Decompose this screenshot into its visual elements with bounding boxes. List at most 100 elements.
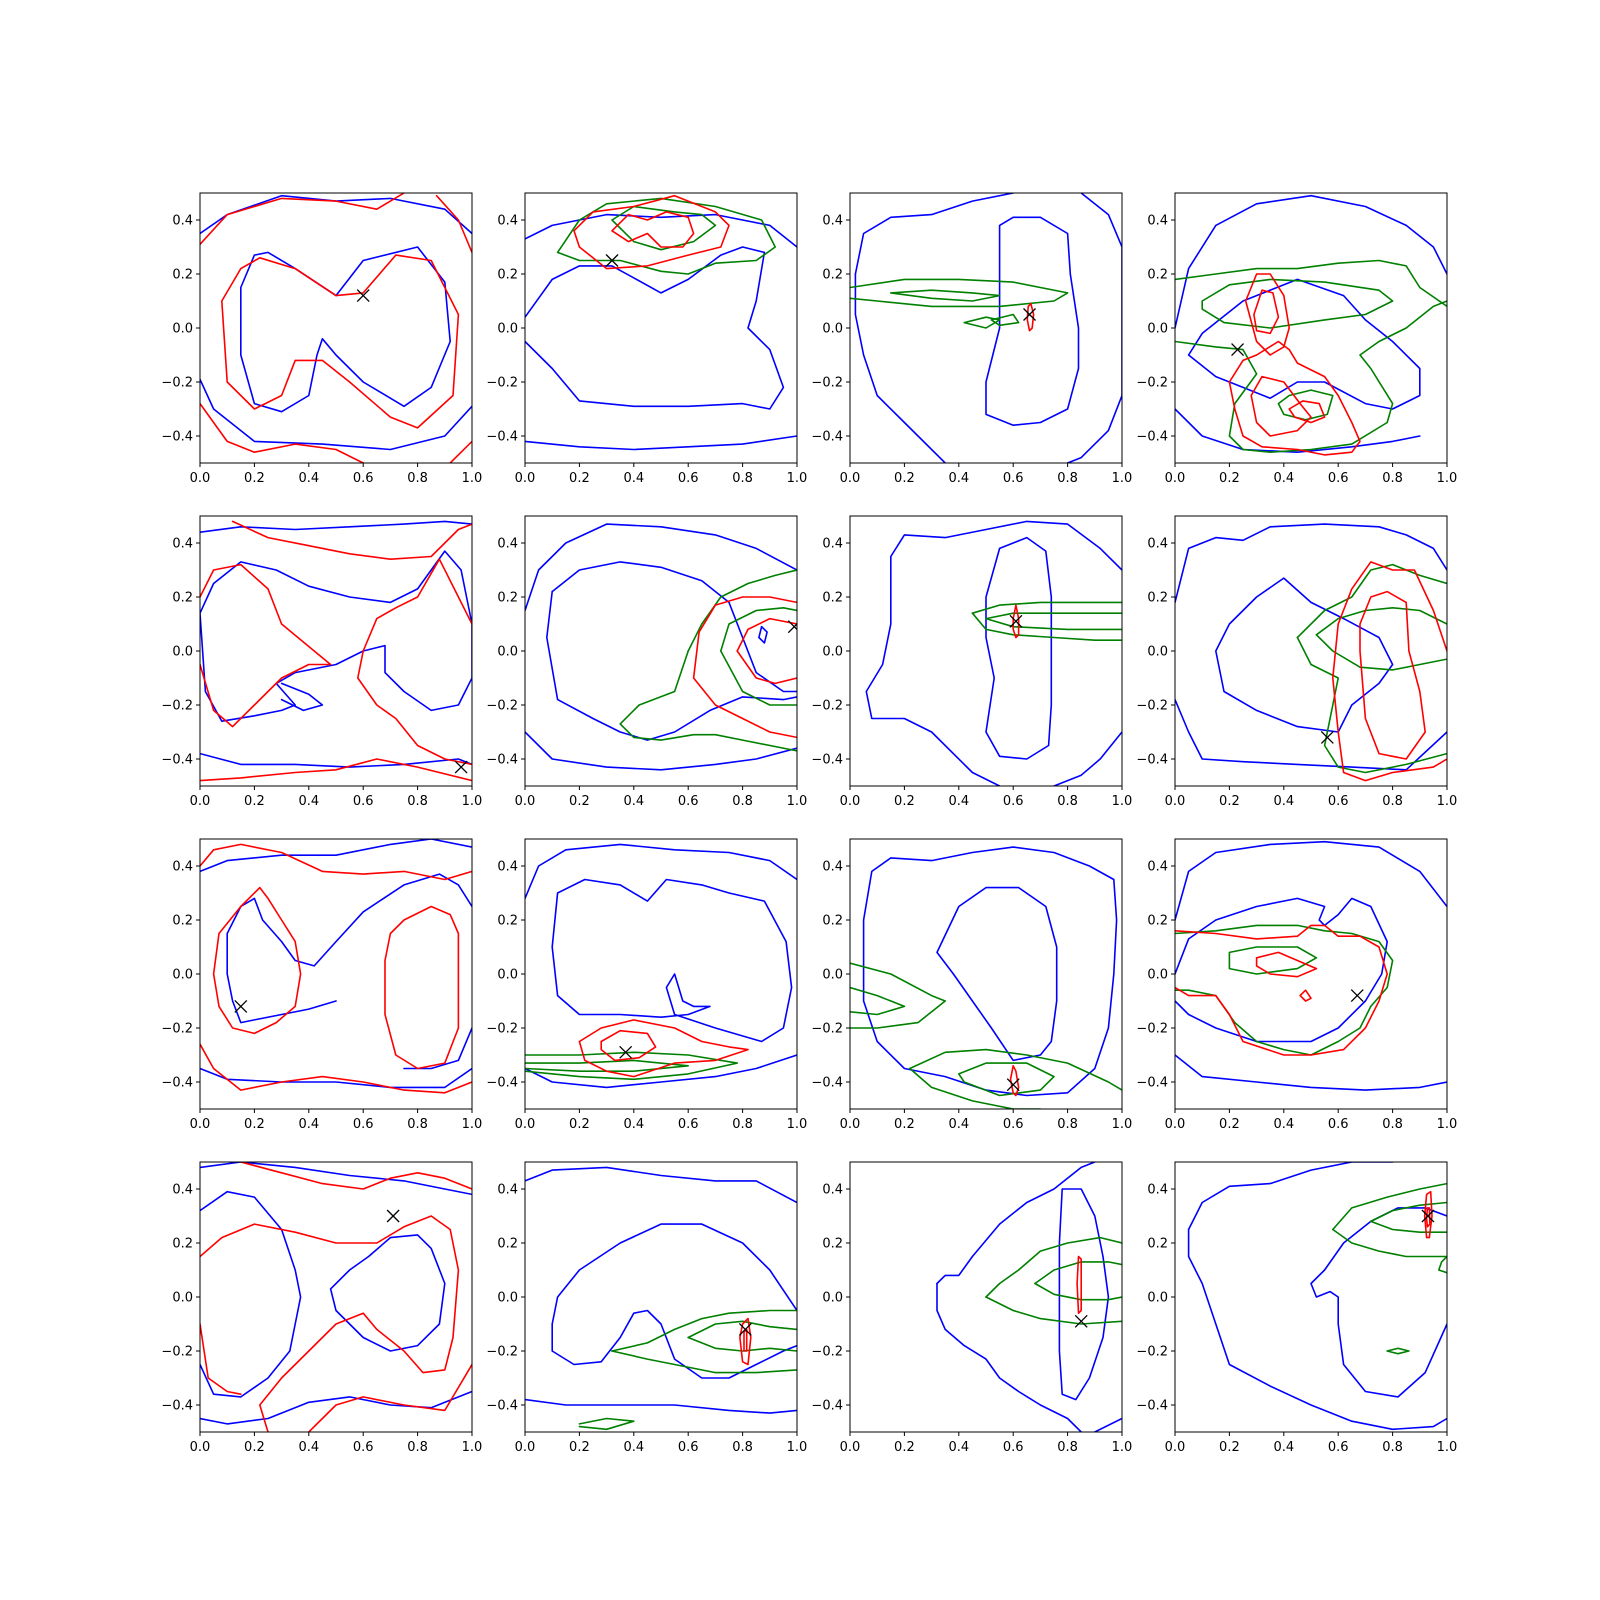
y-tick-label: 0.4 (1147, 214, 1168, 229)
x-tick-label: 0.2 (244, 794, 265, 809)
green-contour (985, 1296, 1122, 1325)
red-contour (1012, 604, 1020, 639)
blue-contour (200, 1190, 302, 1398)
y-tick-label: 0.2 (172, 268, 193, 283)
x-tick-label: 0.0 (190, 1440, 211, 1455)
red-contour (221, 254, 460, 429)
x-tick-label: 0.2 (569, 1440, 590, 1455)
y-tick-label: −0.2 (161, 699, 193, 714)
x-tick-label: 0.8 (1382, 1440, 1403, 1455)
green-contour (1332, 1228, 1447, 1258)
red-contour (1255, 951, 1318, 978)
x-tick-label: 0.6 (1003, 1440, 1024, 1455)
x-tick-label: 0.2 (244, 471, 265, 486)
green-contour (1438, 1255, 1447, 1274)
x-tick-label: 1.0 (1112, 1440, 1133, 1455)
x-tick-label: 0.8 (1057, 794, 1078, 809)
x-tick-label: 0.6 (678, 794, 699, 809)
blue-contour (936, 1162, 1096, 1285)
red-contour (308, 1363, 472, 1432)
subplot-3: 0.0 0.2 0.4 0.6 0.8 1.0 −0.4 −0.2 0.0 0.2 0.4 (811, 192, 1132, 486)
x-tick-label: 0.2 (244, 1117, 265, 1132)
x-tick-label: 0.8 (732, 471, 753, 486)
y-tick-label: −0.2 (486, 1345, 518, 1360)
blue-contour (525, 731, 797, 771)
y-tick-label: −0.2 (811, 376, 843, 391)
x-tick-label: 0.6 (353, 794, 374, 809)
y-tick-label: 0.2 (172, 914, 193, 929)
x-marker (1421, 1209, 1435, 1223)
red-contour (736, 617, 797, 652)
y-tick-label: −0.2 (486, 699, 518, 714)
x-tick-label: 1.0 (1437, 794, 1458, 809)
red-contour (357, 650, 472, 766)
subplot-13: 0.0 0.2 0.4 0.6 0.8 1.0 −0.4 −0.2 0.0 0.2 0.4 (161, 1161, 482, 1455)
x-tick-label: 0.8 (1382, 794, 1403, 809)
x-tick-label: 0.6 (1328, 1440, 1349, 1455)
y-tick-label: 0.0 (822, 968, 843, 983)
y-tick-label: −0.2 (161, 376, 193, 391)
x-tick-label: 1.0 (462, 794, 483, 809)
contour-group (1175, 523, 1447, 782)
y-tick-label: 0.4 (822, 860, 843, 875)
blue-contour (1175, 408, 1421, 453)
subplot-9: 0.0 0.2 0.4 0.6 0.8 1.0 −0.4 −0.2 0.0 0.2 0.4 (161, 838, 482, 1132)
red-contour (1299, 989, 1312, 1002)
green-contour (1315, 607, 1447, 636)
x-tick-label: 0.2 (894, 1117, 915, 1132)
subplot-6: 0.0 0.2 0.4 0.6 0.8 1.0 −0.4 −0.2 0.0 0.2 0.4 (486, 515, 807, 809)
x-tick-label: 0.2 (894, 1440, 915, 1455)
axes-frame (1174, 838, 1448, 1110)
axes-frame (524, 192, 798, 464)
red-contour (212, 886, 302, 1035)
x-tick-label: 0.4 (948, 794, 969, 809)
green-contour (909, 1067, 1042, 1109)
green-contour (720, 607, 797, 652)
blue-contour (1175, 1054, 1447, 1091)
y-tick-label: 0.4 (497, 214, 518, 229)
x-tick-label: 0.8 (407, 471, 428, 486)
blue-contour (1066, 193, 1122, 463)
x-tick-label: 0.2 (569, 1117, 590, 1132)
y-tick-label: 0.0 (1147, 1291, 1168, 1306)
x-tick-label: 1.0 (1437, 471, 1458, 486)
blue-contour (865, 555, 1001, 786)
y-tick-label: −0.2 (161, 1345, 193, 1360)
blue-contour (936, 886, 1058, 1062)
blue-contour (985, 216, 1080, 426)
green-contour (850, 986, 906, 1016)
x-tick-label: 0.6 (1003, 794, 1024, 809)
x-tick-label: 1.0 (1112, 794, 1133, 809)
y-tick-label: −0.2 (811, 699, 843, 714)
x-tick-label: 0.6 (678, 471, 699, 486)
y-tick-label: 0.2 (822, 914, 843, 929)
x-tick-label: 0.6 (678, 1440, 699, 1455)
y-tick-label: −0.2 (486, 1022, 518, 1037)
blue-contour (758, 625, 768, 644)
x-tick-label: 0.4 (623, 794, 644, 809)
contour-group (525, 843, 797, 1089)
x-tick-label: 0.2 (569, 794, 590, 809)
x-marker (1231, 343, 1245, 357)
x-tick-label: 0.6 (353, 1117, 374, 1132)
y-tick-label: 0.4 (1147, 537, 1168, 552)
axes-frame (1174, 1161, 1448, 1433)
x-tick-label: 0.4 (1273, 1117, 1294, 1132)
x-tick-label: 0.8 (1382, 471, 1403, 486)
y-tick-label: 0.0 (497, 968, 518, 983)
subplot-12: 0.0 0.2 0.4 0.6 0.8 1.0 −0.4 −0.2 0.0 0.2 0.4 (1136, 838, 1457, 1132)
green-contour (1370, 1220, 1447, 1233)
green-contour (611, 205, 717, 251)
x-marker (1023, 308, 1036, 321)
blue-contour (1175, 194, 1447, 329)
blue-contour (200, 752, 472, 768)
green-contour (850, 962, 946, 1029)
y-tick-label: −0.4 (1136, 1399, 1168, 1414)
y-tick-label: 0.0 (497, 1291, 518, 1306)
red-contour (1026, 302, 1035, 332)
y-tick-label: −0.4 (811, 430, 843, 445)
x-tick-label: 0.2 (894, 471, 915, 486)
y-tick-label: 0.4 (1147, 1183, 1168, 1198)
green-contour (985, 617, 1122, 631)
x-marker (1350, 989, 1364, 1003)
